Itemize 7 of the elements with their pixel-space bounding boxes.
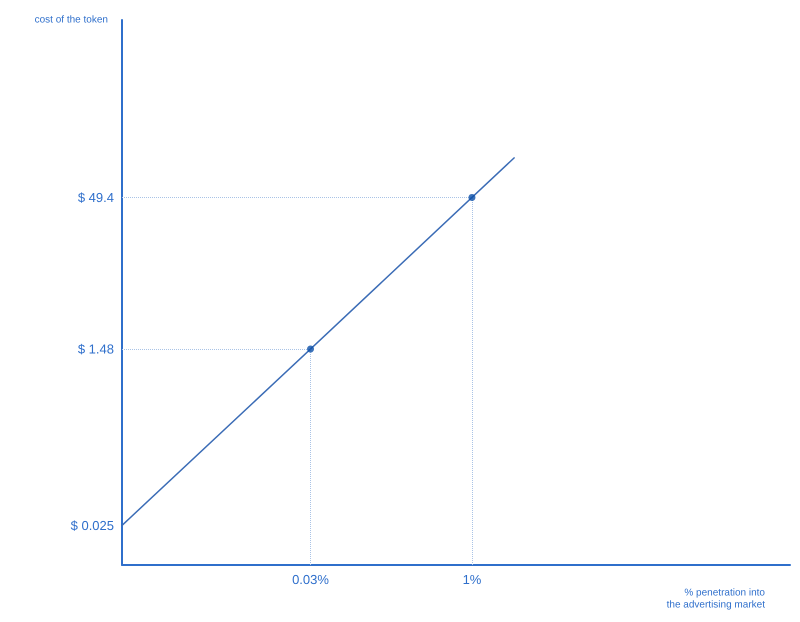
y-tick-label: $ 1.48	[78, 342, 114, 357]
x-tick-label: 1%	[462, 572, 482, 587]
x-axis-title: % penetration into the advertising market	[666, 588, 766, 610]
x-tick-label: 0.03%	[292, 572, 330, 587]
y-axis-title: cost of the token	[34, 14, 108, 26]
y-tick-label: $ 49.4	[78, 190, 114, 205]
y-tick-label: $ 0.025	[70, 518, 114, 533]
